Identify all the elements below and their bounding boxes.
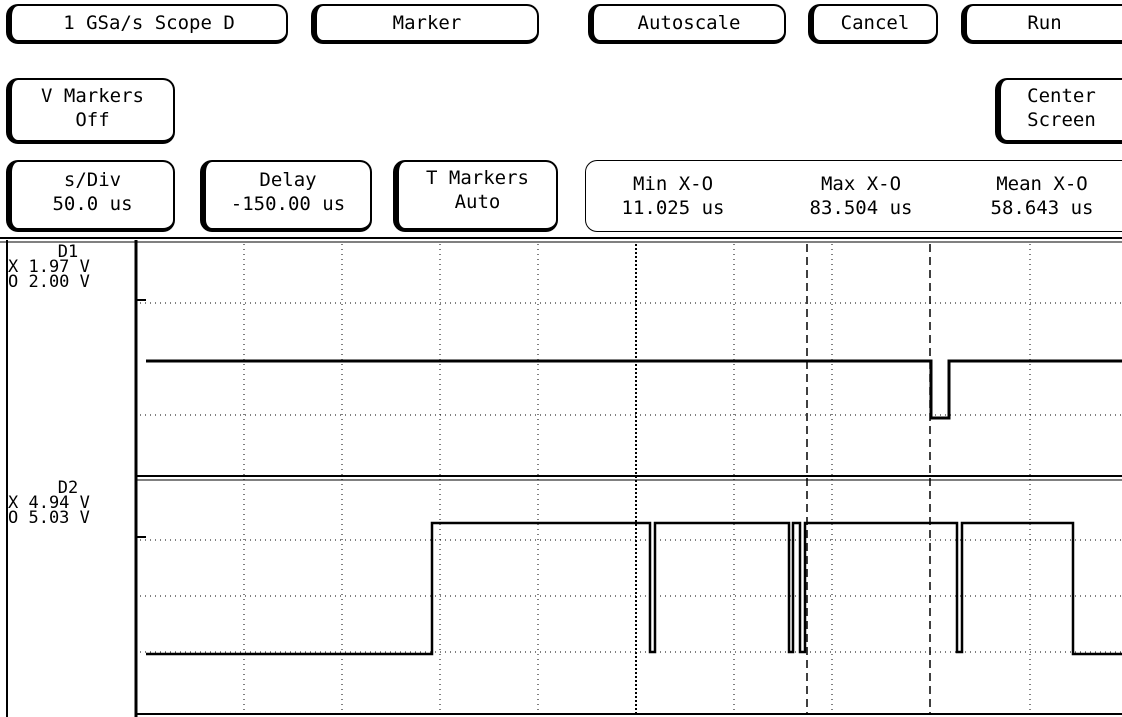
stat-min-value: 11.025 us: [621, 197, 725, 219]
s-div-title: s/Div: [63, 169, 122, 191]
s-div-button[interactable]: s/Div 50.0 us: [6, 160, 175, 232]
d2-name: D2: [57, 478, 79, 498]
run-button[interactable]: Run: [961, 4, 1122, 44]
center-screen-line1: Center: [1027, 85, 1096, 107]
t-markers-button[interactable]: T Markers Auto: [393, 160, 558, 232]
autoscale-button-label: Autoscale: [637, 12, 741, 34]
grid: [140, 244, 1122, 714]
cancel-button-label: Cancel: [840, 12, 910, 34]
stat-mean-label: Mean X-O: [996, 173, 1088, 195]
marker-stats-box: Min X-O 11.025 us Max X-O 83.504 us Mean…: [585, 160, 1122, 232]
marker-button[interactable]: Marker: [311, 4, 539, 44]
s-div-value: 50.0 us: [52, 193, 133, 215]
channel-d1-label: D1 X 1.97 V O 2.00 V: [8, 242, 134, 292]
d1-waveform: [146, 359, 1122, 420]
v-markers-button[interactable]: V Markers Off: [6, 78, 175, 144]
d1-x-value: X 1.97 V: [8, 257, 90, 277]
marker-button-label: Marker: [392, 12, 462, 34]
stat-max-value: 83.504 us: [809, 197, 913, 219]
scope-button-label: 1 GSa/s Scope D: [63, 12, 235, 34]
center-screen-line2: Screen: [1027, 109, 1096, 131]
stat-mean: Mean X-O 58.643 us: [959, 172, 1122, 220]
stat-max-label: Max X-O: [820, 173, 902, 195]
d2-waveform: [146, 521, 1122, 656]
stat-max: Max X-O 83.504 us: [778, 172, 944, 220]
level-ticks: [136, 299, 146, 538]
channel-d2-label: D2 X 4.94 V O 5.03 V: [8, 478, 134, 528]
v-markers-value: Off: [75, 109, 110, 131]
delay-value: -150.00 us: [230, 193, 346, 215]
v-markers-title: V Markers: [41, 85, 144, 107]
t-markers-value: Auto: [454, 191, 501, 213]
t-markers-title: T Markers: [426, 167, 529, 189]
display-frame: [0, 237, 1122, 717]
d2-x-value: X 4.94 V: [8, 493, 90, 513]
scope-button[interactable]: 1 GSa/s Scope D: [6, 4, 288, 44]
stat-mean-value: 58.643 us: [990, 197, 1094, 219]
autoscale-button[interactable]: Autoscale: [588, 4, 786, 44]
stat-min: Min X-O 11.025 us: [590, 172, 756, 220]
d1-o-value: O 2.00 V: [8, 272, 90, 292]
stat-min-label: Min X-O: [632, 173, 714, 195]
d2-o-value: O 5.03 V: [8, 508, 90, 528]
delay-button[interactable]: Delay -150.00 us: [200, 160, 372, 232]
run-button-label: Run: [1027, 12, 1062, 34]
d1-name: D1: [57, 242, 79, 262]
delay-title: Delay: [259, 169, 317, 191]
cancel-button[interactable]: Cancel: [808, 4, 938, 44]
center-screen-button[interactable]: Center Screen: [995, 78, 1122, 144]
